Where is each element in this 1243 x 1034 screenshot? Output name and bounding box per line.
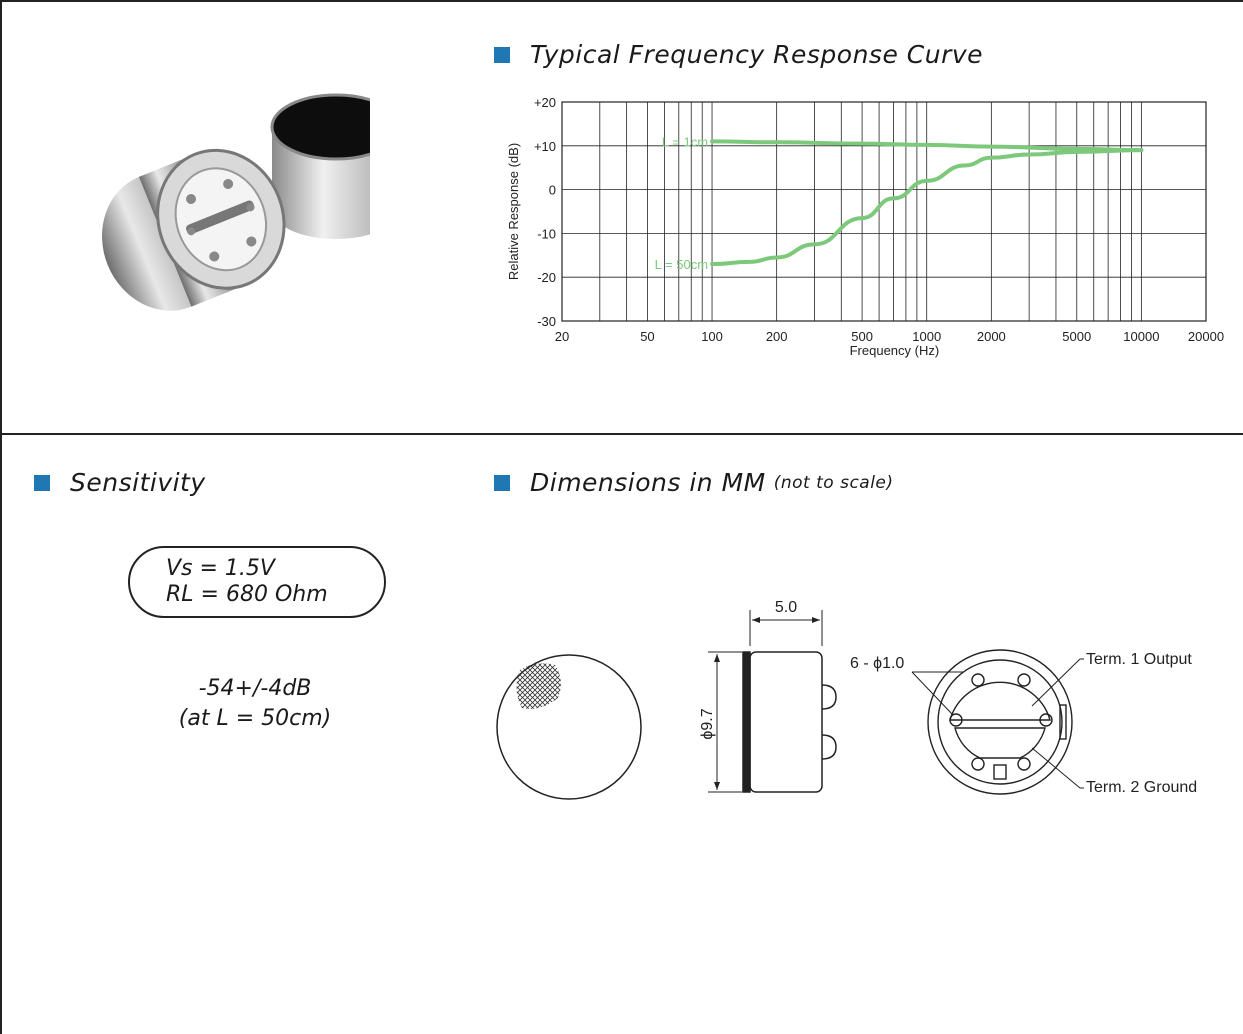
side-view <box>708 610 837 793</box>
dimensions-heading: Dimensions in MM (not to scale) <box>494 468 894 497</box>
terminal-ground-label: Term. 2 Ground <box>1086 779 1197 796</box>
frame-divider <box>0 433 1243 435</box>
terminal-output-label: Term. 1 Output <box>1086 651 1192 668</box>
frequency-response-chart: -30 -20 -10 0 +10 +20 20 50 100 200 500 1000 2000 500… <box>506 95 1224 358</box>
load-resistance-text: RL = 680 Ohm <box>166 582 328 607</box>
y-tick-label: +10 <box>534 139 556 154</box>
series-label: L = 1cm <box>662 134 708 149</box>
microphone-photo <box>102 93 370 311</box>
series-line-1cm <box>710 139 1144 153</box>
front-view <box>496 654 642 800</box>
plot-frame <box>561 101 1207 322</box>
frequency-response-heading: Typical Frequency Response Curve <box>494 40 983 69</box>
x-tick-label: 5000 <box>1062 329 1091 344</box>
x-tick-label: 20 <box>555 329 569 344</box>
y-tick-label: 0 <box>549 183 556 198</box>
y-axis-label: Relative Response (dB) <box>506 143 521 280</box>
x-tick-label: 100 <box>701 329 723 344</box>
x-tick-label: 50 <box>640 329 654 344</box>
square-bullet-icon <box>494 46 510 63</box>
holes-label: 6 - ϕ1.0 <box>850 655 904 672</box>
y-tick-label: -10 <box>537 226 556 241</box>
x-axis-label: Frequency (Hz) <box>850 343 940 358</box>
x-tick-label: 10000 <box>1123 329 1159 344</box>
diameter-dimension-label: ϕ9.7 <box>699 708 716 739</box>
square-bullet-icon <box>494 474 510 491</box>
sensitivity-value: -54+/-4dB <box>198 676 312 701</box>
frame-top <box>0 0 1243 2</box>
rear-view <box>911 649 1084 795</box>
dimensions-title: Dimensions in MM <box>530 468 766 497</box>
sensitivity-conditions-box: Vs = 1.5V RL = 680 Ohm <box>128 546 386 618</box>
dimension-drawing: 5.0 ϕ9.7 6 - ϕ1.0 Term. 1 Output Term. 2… <box>496 599 1197 800</box>
y-tick-label: +20 <box>534 95 556 110</box>
frequency-response-title: Typical Frequency Response Curve <box>530 40 984 69</box>
y-tick-label: -20 <box>537 270 556 285</box>
sensitivity-title: Sensitivity <box>70 468 206 497</box>
y-tick-label: -30 <box>537 314 556 329</box>
series-line-50cm <box>710 148 1144 267</box>
x-tick-label: 200 <box>766 329 788 344</box>
sensitivity-heading: Sensitivity <box>34 468 206 497</box>
x-tick-label: 500 <box>851 329 873 344</box>
x-tick-label: 20000 <box>1188 329 1224 344</box>
supply-voltage-text: Vs = 1.5V <box>166 556 275 581</box>
dimensions-note: (not to scale) <box>773 472 894 493</box>
x-tick-label: 2000 <box>977 329 1006 344</box>
sensitivity-note: (at L = 50cm) <box>178 706 332 731</box>
frame-left <box>0 0 2 1034</box>
width-dimension-label: 5.0 <box>775 599 797 616</box>
series-label: L = 50cm <box>655 257 708 272</box>
x-tick-label: 1000 <box>912 329 941 344</box>
square-bullet-icon <box>34 474 50 491</box>
